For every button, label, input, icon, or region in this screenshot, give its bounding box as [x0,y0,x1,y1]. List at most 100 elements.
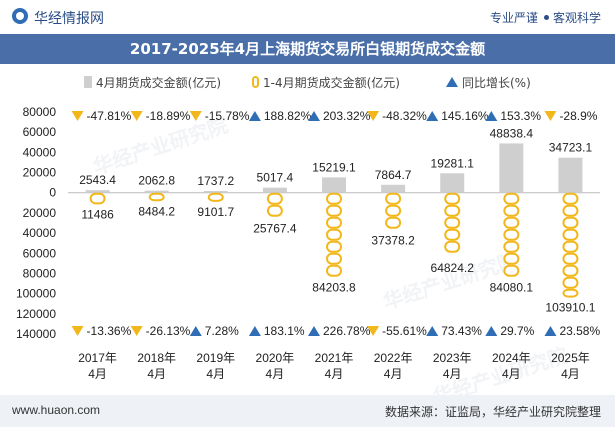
coin-icon [444,240,461,253]
x-tick-label: 2020年 4月 [256,351,295,381]
monthly-bar-label: 34723.1 [549,141,593,155]
x-tick-label: 2024年 4月 [492,351,531,381]
x-tick-label: 2023年 4月 [433,351,472,381]
coin-icon [562,216,579,229]
cumulative-label: 64824.2 [431,261,475,275]
cumulative-growth-marker [426,326,439,336]
cumulative-label: 8484.2 [138,204,175,218]
monthly-growth-marker [544,111,557,121]
x-tick-label: 2021年 4月 [315,351,354,381]
monthly-bar-label: 2062.8 [138,174,175,188]
coin-icon [326,240,342,253]
monthly-growth-label: 153.3% [500,109,541,123]
monthly-bar-label: 1737.2 [197,174,234,188]
cumulative-growth-marker [367,326,380,336]
legend-item-cumulative: 1-4月期货成交金额(亿元) [252,74,400,91]
coin-icon [562,240,579,253]
coin-icon [326,204,342,217]
legend-label-monthly: 4月期货成交金额(亿元) [96,76,221,90]
cumulative-growth-label: 23.58% [559,324,600,338]
monthly-bar-label: 15219.1 [312,160,356,174]
x-tick-label: 2022年 4月 [374,351,413,381]
legend-label-cumulative: 1-4月期货成交金额(亿元) [263,76,400,90]
header-bar: 华经情报网 专业严谨 客观科学 [0,0,615,34]
cumulative-growth-label: -55.61% [382,324,427,338]
cumulative-label: 9101.7 [197,205,234,219]
cumulative-coin-stack [148,192,165,202]
y-tick-label: 60000 [23,246,57,260]
coin-icon [562,228,579,241]
monthly-growth-label: 145.16% [441,109,489,123]
cumulative-coin-stack [444,192,461,253]
y-tick-label: 60000 [23,125,57,139]
monthly-bar [85,190,110,193]
dot-icon [543,15,549,20]
coin-icon [266,192,283,205]
chart-canvas: 80000 60000 40000 20000 0 20000 40000 60000 8000… [16,105,601,381]
monthly-growth-marker [248,111,261,121]
cumulative-growth-label: 29.7% [500,324,534,338]
monthly-growth-label: -18.89% [146,109,191,123]
coin-icon [385,204,402,217]
coin-icon [562,264,579,277]
cumulative-label: 84080.1 [490,281,534,295]
y-tick-label: 100000 [16,287,56,301]
legend-label-growth: 同比增长(%) [462,76,531,90]
coin-icon [89,192,106,205]
coin-icon [503,228,520,241]
monthly-bar [322,177,346,193]
cumulative-growth-label: 7.28% [205,324,239,338]
y-tick-label: 40000 [23,226,57,240]
monthly-growth-marker [189,111,202,121]
cumulative-growth-marker [544,326,557,336]
cumulative-label: 103910.1 [545,301,595,315]
legend-item-monthly: 4月期货成交金额(亿元) [84,74,221,91]
legend: 4月期货成交金额(亿元) 1-4月期货成交金额(亿元) 同比增长(%) [0,72,615,92]
monthly-bar-label: 19281.1 [431,156,475,170]
monthly-growth-marker [130,111,143,121]
monthly-growth-marker [308,111,320,121]
cumulative-label: 37378.2 [371,233,415,247]
header-tags: 专业严谨 客观科学 [490,9,601,26]
tag-objective: 客观科学 [552,11,601,25]
monthly-bar [144,190,169,193]
cumulative-growth-label: 226.78% [323,324,371,338]
coin-icon [562,192,579,205]
footer-url: www.huaon.com [12,403,101,417]
x-tick-label: 2019年 4月 [196,351,235,381]
coin-icon [503,216,520,229]
cumulative-growth-label: -26.13% [146,324,191,338]
cumulative-growth-marker [189,326,202,336]
monthly-bar [558,157,583,193]
monthly-bar-label: 7864.7 [375,168,412,182]
monthly-growth-label: 188.82% [264,109,312,123]
coin-icon [503,204,520,217]
monthly-bar [203,190,228,193]
monthly-growth-marker [485,111,498,121]
monthly-bar-label: 5017.4 [257,171,294,185]
y-tick-label: 140000 [16,327,56,341]
cumulative-coin-stack [207,192,224,202]
monthly-growth-marker [367,111,380,121]
coin-icon [562,276,579,289]
cumulative-growth-marker [248,326,261,336]
legend-item-growth: 同比增长(%) [446,74,531,91]
cumulative-label: 84203.8 [312,281,356,295]
coin-icon [326,264,342,277]
footer-source: 数据来源：证监局，华经产业研究院整理 [384,405,601,419]
x-tick-label: 2025年 4月 [551,351,590,381]
monthly-growth-marker [426,111,439,121]
x-tick-label: 2017年 4月 [78,351,117,381]
y-tick-label: 20000 [23,206,57,220]
y-tick-label: 80000 [23,266,57,280]
y-tick-label: 80000 [23,105,57,119]
monthly-growth-marker [71,111,84,121]
tag-professional: 专业严谨 [489,11,538,25]
coin-icon [562,252,579,265]
y-tick-label: 20000 [23,166,57,180]
coin-icon [503,240,520,253]
coin-icon [326,192,342,205]
x-tick-label: 2018年 4月 [137,351,176,381]
coin-icon [444,192,461,205]
cumulative-growth-label: 73.43% [441,324,482,338]
